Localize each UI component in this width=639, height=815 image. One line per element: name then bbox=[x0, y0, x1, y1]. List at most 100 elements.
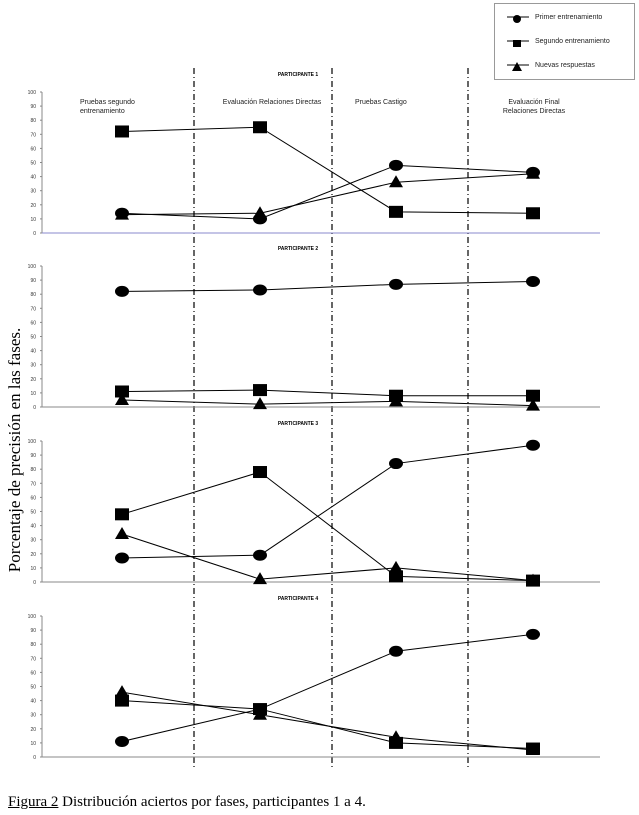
caption-label: Figura 2 bbox=[8, 794, 59, 810]
y-tick-label: 80 bbox=[30, 292, 36, 298]
data-point-triangle bbox=[389, 394, 403, 407]
y-tick-label: 10 bbox=[30, 391, 36, 397]
series-line-circle bbox=[121, 444, 534, 559]
y-axis-label: Porcentaje de precisión en las fases. bbox=[5, 327, 24, 573]
data-point-square bbox=[115, 508, 129, 521]
data-point-circle bbox=[115, 735, 129, 747]
y-tick-label: 20 bbox=[30, 377, 36, 383]
y-tick-label: 20 bbox=[30, 727, 36, 733]
data-point-square bbox=[526, 207, 540, 220]
y-tick-label: 0 bbox=[33, 580, 36, 586]
legend-label: Primer entrenamiento bbox=[535, 14, 603, 21]
panel-title: PARTICIPANTE 2 bbox=[278, 246, 319, 252]
y-tick-label: 100 bbox=[28, 439, 37, 445]
series-line-triangle bbox=[121, 173, 534, 216]
data-point-triangle bbox=[253, 206, 267, 219]
data-point-triangle bbox=[115, 685, 129, 698]
data-point-triangle bbox=[115, 392, 129, 405]
y-tick-label: 60 bbox=[30, 320, 36, 326]
y-tick-label: 40 bbox=[30, 524, 36, 530]
series-line-square bbox=[121, 126, 534, 214]
series-line-square bbox=[121, 471, 534, 582]
data-point-circle bbox=[526, 628, 540, 640]
data-point-triangle bbox=[253, 572, 267, 585]
data-point-square bbox=[253, 466, 267, 479]
y-tick-label: 30 bbox=[30, 713, 36, 719]
y-tick-label: 30 bbox=[30, 363, 36, 369]
data-point-triangle bbox=[389, 560, 403, 573]
y-tick-label: 100 bbox=[28, 264, 37, 270]
data-point-square bbox=[253, 121, 267, 134]
y-tick-label: 0 bbox=[33, 755, 36, 761]
y-tick-label: 80 bbox=[30, 118, 36, 124]
y-tick-label: 0 bbox=[33, 405, 36, 411]
data-point-circle bbox=[253, 549, 267, 561]
y-tick-label: 10 bbox=[30, 741, 36, 747]
caption-text: Distribución aciertos por fases, partici… bbox=[58, 794, 366, 810]
y-tick-label: 50 bbox=[30, 161, 36, 167]
data-point-circle bbox=[389, 645, 403, 657]
data-point-triangle bbox=[389, 730, 403, 743]
data-point-triangle bbox=[115, 207, 129, 220]
y-tick-label: 40 bbox=[30, 349, 36, 355]
data-point-circle bbox=[526, 276, 540, 288]
data-point-square bbox=[253, 384, 267, 397]
legend-item: Primer entrenamiento bbox=[495, 13, 634, 27]
circle-marker-icon bbox=[507, 15, 529, 23]
data-point-circle bbox=[526, 439, 540, 451]
data-point-triangle bbox=[115, 527, 129, 540]
square-marker-icon bbox=[507, 40, 529, 47]
y-tick-label: 40 bbox=[30, 175, 36, 181]
legend: Primer entrenamiento Segundo entrenamient… bbox=[494, 3, 635, 80]
series-line-square bbox=[121, 700, 534, 750]
triangle-marker-icon bbox=[507, 62, 529, 71]
figure-caption: Figura 2 Distribución aciertos por fases… bbox=[8, 794, 366, 811]
data-point-circle bbox=[389, 458, 403, 470]
legend-item: Nuevas respuestas bbox=[495, 61, 634, 75]
data-point-triangle bbox=[526, 166, 540, 179]
data-point-circle bbox=[389, 278, 403, 290]
series-line-circle bbox=[121, 633, 534, 742]
data-point-square bbox=[389, 205, 403, 218]
phase-label: Evaluación Relaciones Directas bbox=[223, 99, 322, 106]
data-point-triangle bbox=[526, 398, 540, 411]
y-tick-label: 70 bbox=[30, 656, 36, 662]
y-tick-label: 50 bbox=[30, 335, 36, 341]
data-point-square bbox=[389, 570, 403, 583]
y-tick-label: 70 bbox=[30, 132, 36, 138]
data-point-square bbox=[115, 125, 129, 138]
series-line-circle bbox=[121, 164, 534, 220]
y-tick-label: 90 bbox=[30, 628, 36, 634]
legend-label: Nuevas respuestas bbox=[535, 62, 595, 69]
y-tick-label: 20 bbox=[30, 552, 36, 558]
phase-label: Pruebas Castigo bbox=[355, 99, 407, 106]
y-tick-label: 30 bbox=[30, 189, 36, 195]
y-tick-label: 40 bbox=[30, 699, 36, 705]
y-tick-label: 100 bbox=[28, 614, 37, 620]
data-point-triangle bbox=[389, 175, 403, 188]
y-tick-label: 60 bbox=[30, 146, 36, 152]
data-point-square bbox=[526, 389, 540, 402]
series-line-square bbox=[121, 389, 533, 397]
y-tick-label: 60 bbox=[30, 670, 36, 676]
panel-title: PARTICIPANTE 3 bbox=[278, 421, 319, 427]
panel-title: PARTICIPANTE 4 bbox=[278, 596, 319, 602]
data-point-triangle bbox=[253, 707, 267, 720]
y-tick-label: 0 bbox=[33, 231, 36, 237]
y-tick-label: 100 bbox=[28, 90, 37, 96]
y-tick-label: 60 bbox=[30, 495, 36, 501]
y-tick-label: 50 bbox=[30, 685, 36, 691]
y-tick-label: 90 bbox=[30, 104, 36, 110]
series-line-circle bbox=[121, 281, 534, 292]
data-point-circle bbox=[253, 284, 267, 296]
data-point-triangle bbox=[526, 742, 540, 755]
y-tick-label: 10 bbox=[30, 217, 36, 223]
series-line-triangle bbox=[121, 691, 534, 751]
phase-label: Pruebas segundo entrenamiento bbox=[80, 99, 135, 115]
legend-label: Segundo entrenamiento bbox=[535, 38, 610, 45]
series-line-triangle bbox=[121, 399, 534, 407]
data-point-square bbox=[115, 385, 129, 398]
y-tick-label: 90 bbox=[30, 278, 36, 284]
y-tick-label: 80 bbox=[30, 642, 36, 648]
